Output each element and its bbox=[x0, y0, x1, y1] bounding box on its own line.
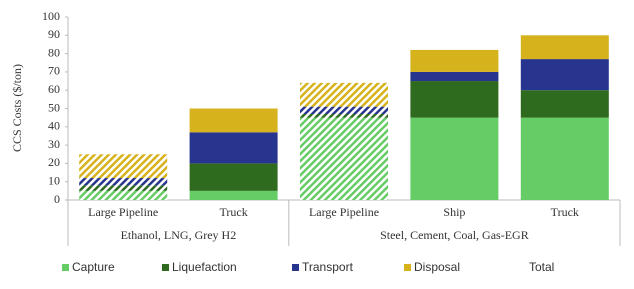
legend: Capture Liquefaction Transport Disposal Tota… bbox=[62, 260, 554, 274]
legend-label: Capture bbox=[72, 260, 115, 274]
bar-segment bbox=[79, 154, 168, 179]
bar-segment bbox=[79, 185, 168, 191]
bar-segment bbox=[300, 117, 388, 200]
y-tick-label: 80 bbox=[48, 45, 60, 59]
legend-swatch bbox=[162, 264, 169, 271]
bar-segment bbox=[410, 117, 499, 200]
bar-segment bbox=[189, 132, 278, 164]
bar-segment bbox=[410, 71, 499, 82]
y-axis-label: CCS Costs ($/ton) bbox=[10, 64, 24, 152]
x-tick-label: Truck bbox=[551, 205, 579, 219]
bar-segment bbox=[520, 117, 609, 200]
x-tick-label: Ship bbox=[443, 205, 465, 219]
bar-segment bbox=[79, 190, 168, 200]
legend-label: Liquefaction bbox=[172, 260, 237, 274]
legend-swatch bbox=[62, 264, 69, 271]
y-tick-label: 60 bbox=[48, 82, 60, 96]
bar-segment bbox=[410, 81, 499, 118]
legend-label: Total bbox=[529, 260, 554, 274]
bar-segment bbox=[520, 90, 609, 118]
legend-label: Disposal bbox=[414, 260, 460, 274]
x-tick-label: Large Pipeline bbox=[88, 205, 158, 219]
bar-segment bbox=[300, 82, 388, 107]
legend-swatch bbox=[404, 264, 411, 271]
bar-segment bbox=[79, 178, 168, 186]
y-tick-label: 100 bbox=[42, 9, 60, 23]
bar-segment bbox=[189, 163, 278, 191]
y-tick-label: 50 bbox=[48, 100, 60, 114]
bar-segment bbox=[520, 35, 609, 60]
bar-segment bbox=[410, 49, 499, 72]
x-tick-label: Large Pipeline bbox=[309, 205, 379, 219]
bar-segment bbox=[189, 108, 278, 133]
y-tick-label: 10 bbox=[48, 173, 60, 187]
bar-segment bbox=[520, 59, 609, 91]
legend-label: Transport bbox=[302, 260, 354, 274]
bar-segment bbox=[300, 113, 388, 118]
y-tick-label: 90 bbox=[48, 27, 60, 41]
y-tick-label: 70 bbox=[48, 64, 60, 78]
y-tick-label: 0 bbox=[54, 192, 60, 206]
y-tick-label: 40 bbox=[48, 119, 60, 133]
y-tick-label: 30 bbox=[48, 137, 60, 151]
bar-segment bbox=[189, 190, 278, 200]
bar-segment bbox=[300, 106, 388, 114]
group-label: Ethanol, LNG, Grey H2 bbox=[121, 228, 237, 242]
legend-swatch bbox=[292, 264, 299, 271]
y-tick-label: 20 bbox=[48, 155, 60, 169]
group-label: Steel, Cement, Coal, Gas-EGR bbox=[380, 228, 529, 242]
x-tick-label: Truck bbox=[219, 205, 247, 219]
